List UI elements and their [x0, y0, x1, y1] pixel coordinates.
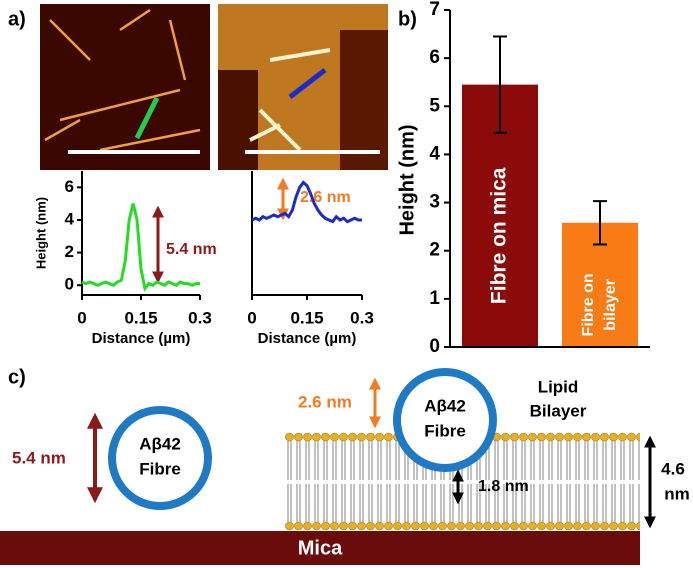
afm-image-bilayer: [218, 4, 388, 170]
x-tick-label: 0.15: [124, 308, 157, 327]
fibre-label: Fibre: [424, 421, 466, 440]
x-tick-label: 0: [247, 308, 256, 327]
gap-label: 1.8 nm: [478, 478, 529, 495]
afm-image-mica: [40, 4, 210, 170]
x-tick-label: 0.3: [188, 308, 212, 327]
x-tick-label: 0.3: [350, 308, 374, 327]
panel-label: c): [8, 366, 26, 388]
thickness-label: nm: [664, 484, 690, 503]
y-tick-label: 5: [429, 95, 440, 116]
y-tick-label: 0: [429, 336, 440, 357]
x-axis-label: Distance (µm): [258, 330, 357, 347]
x-axis-label: Distance (µm): [92, 330, 191, 347]
bilayer-label: Bilayer: [530, 401, 587, 420]
category-label: Fibre on mica: [488, 167, 511, 304]
mica: [0, 531, 640, 565]
y-tick-label: 0: [65, 275, 74, 294]
x-tick-label: 0.15: [290, 308, 323, 327]
x-tick-label: 0: [77, 308, 86, 327]
y-tick-label: 1: [429, 288, 440, 309]
error-bar: [593, 200, 607, 246]
category-label: bilayer: [602, 279, 619, 331]
error-bar: [493, 35, 507, 134]
height-label: 5.4 nm: [12, 448, 66, 467]
thickness-label: 4.6: [661, 459, 685, 478]
y-tick-label: 7: [429, 0, 440, 20]
y-tick-label: 2: [65, 242, 74, 261]
category-label: Fibre on: [580, 273, 597, 336]
mica-label: Mica: [298, 537, 343, 559]
bilayer-label: Lipid: [538, 377, 579, 396]
y-axis-label: Height (nm): [396, 124, 418, 235]
panel-label: a): [8, 8, 26, 30]
profile-line: [81, 203, 200, 292]
y-tick-label: 6: [429, 47, 440, 68]
fibre-label: Aβ42: [139, 434, 181, 453]
annotation: 5.4 nm: [166, 241, 217, 258]
y-tick-label: 3: [429, 192, 440, 213]
annotation: 2.6 nm: [300, 189, 351, 206]
panel-label: b): [398, 8, 417, 30]
fibre: [393, 368, 497, 472]
fibre-label: Aβ42: [424, 396, 466, 415]
y-tick-label: 2: [429, 240, 440, 261]
height-label: 2.6 nm: [298, 392, 352, 411]
y-tick-label: 4: [429, 143, 440, 164]
fibre: [108, 406, 212, 510]
fibre-label: Fibre: [139, 459, 181, 478]
y-tick-label: 6: [65, 177, 74, 196]
profile-line: [251, 180, 362, 224]
y-tick-label: 4: [65, 209, 75, 228]
y-axis-label: Height (nm): [33, 197, 48, 269]
